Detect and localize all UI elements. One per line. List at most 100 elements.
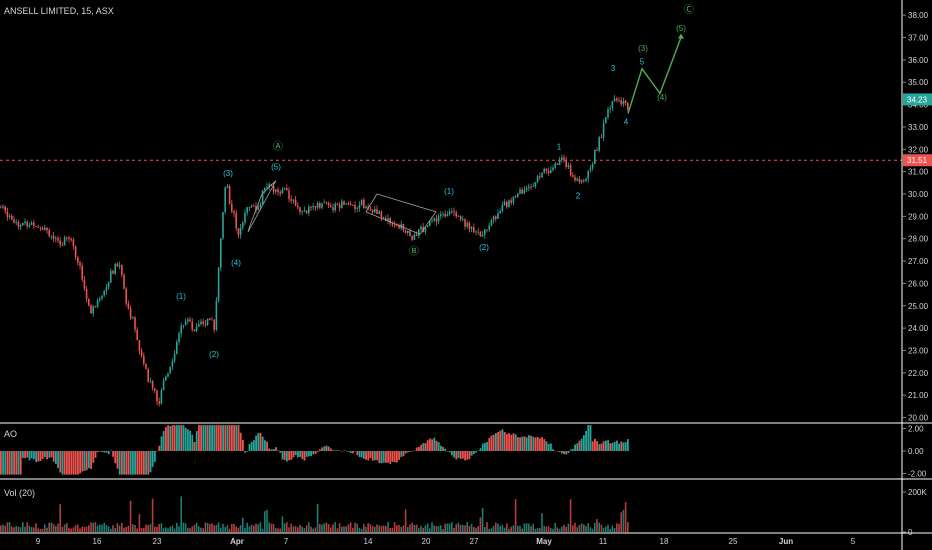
ao-bar xyxy=(367,451,370,461)
volume-bar xyxy=(393,522,396,532)
volume-bar xyxy=(607,524,609,532)
ao-bar xyxy=(440,445,442,451)
ao-bar xyxy=(44,451,46,457)
ao-bar xyxy=(231,425,233,451)
volume-bar xyxy=(376,524,378,532)
volume-bar xyxy=(378,525,380,532)
volume-bar xyxy=(534,528,537,532)
time-axis[interactable]: 9 16 23 Apr 7 14 20 27 May 11 18 25 Jun 5 xyxy=(36,537,856,546)
candle-body xyxy=(616,98,618,101)
candle-body xyxy=(257,207,259,211)
candle-body xyxy=(569,165,572,176)
candle-body xyxy=(589,168,592,171)
ao-bar xyxy=(510,434,513,451)
ao-bar xyxy=(228,425,231,451)
volume-bar xyxy=(627,522,629,532)
volume-bar xyxy=(19,527,22,532)
volume-bar xyxy=(499,526,501,532)
volume-bar xyxy=(556,527,559,532)
ao-bar xyxy=(497,431,499,451)
symbol-title: ANSELL LIMITED, 15, ASX xyxy=(4,6,114,16)
wave-label: 4 xyxy=(624,118,629,127)
ao-bar xyxy=(325,445,328,451)
volume-bar xyxy=(94,522,97,532)
ao-bar xyxy=(167,425,169,451)
candle-body xyxy=(316,203,319,208)
ao-bar xyxy=(308,451,310,457)
volume-bar xyxy=(105,525,108,532)
ao-bar xyxy=(136,451,139,475)
volume-bar xyxy=(92,522,94,532)
candle-body xyxy=(464,218,466,227)
price-axis[interactable]: 20.00 21.00 22.00 23.00 24.00 25.00 26.00 27.00… xyxy=(901,0,932,550)
candle-body xyxy=(2,206,4,208)
volume-bar xyxy=(594,522,596,532)
volume-bar xyxy=(226,525,229,532)
price-tick-label: 33.00 xyxy=(908,123,929,132)
candle-body xyxy=(226,186,229,188)
candle-body xyxy=(446,214,449,217)
volume-bar xyxy=(404,509,407,532)
candle-body xyxy=(345,203,347,205)
volume-bar xyxy=(167,528,169,532)
volume-bar xyxy=(261,528,264,532)
price-tick-label: 31.00 xyxy=(908,168,929,177)
volume-bar xyxy=(530,526,532,532)
ao-bar xyxy=(310,451,312,457)
volume-bar xyxy=(294,526,297,532)
ao-bar xyxy=(226,425,229,451)
volume-bar xyxy=(563,524,565,532)
volume-bar xyxy=(123,527,125,532)
ao-bar xyxy=(312,451,315,455)
volume-bar xyxy=(569,499,572,532)
ao-bar xyxy=(543,439,546,451)
ao-bar xyxy=(365,451,367,460)
ao-bar xyxy=(605,440,607,451)
volume-bar xyxy=(41,528,44,532)
ao-bar xyxy=(572,448,574,451)
ao-pane[interactable] xyxy=(0,425,932,480)
candle-body xyxy=(162,380,165,391)
volume-bar xyxy=(446,523,449,532)
volume-bar xyxy=(365,526,367,532)
ao-bar xyxy=(459,451,462,459)
ao-bar xyxy=(248,443,251,451)
candle-body xyxy=(455,212,457,217)
volume-bar xyxy=(61,526,64,532)
ao-bar xyxy=(352,451,354,454)
ao-bar xyxy=(468,451,471,460)
volume-bar xyxy=(310,526,312,532)
volume-bar xyxy=(558,528,561,532)
ao-bar xyxy=(63,451,66,475)
volume-bar xyxy=(336,528,339,532)
ao-bar xyxy=(96,451,99,453)
candle-body xyxy=(39,227,42,229)
volume-pane[interactable] xyxy=(0,496,932,534)
ao-bar xyxy=(235,425,238,451)
ao-bar xyxy=(422,443,425,451)
candle-body xyxy=(22,223,24,226)
volume-bar xyxy=(576,527,578,532)
volume-bar xyxy=(44,524,46,532)
ao-bar xyxy=(338,450,341,451)
ao-bar xyxy=(202,425,205,451)
volume-bar xyxy=(138,514,141,532)
volume-bar xyxy=(578,525,581,532)
candle-body xyxy=(356,208,358,210)
candle-body xyxy=(275,189,277,192)
volume-bar xyxy=(59,504,61,532)
ao-bar xyxy=(343,450,345,451)
ao-bar xyxy=(457,451,460,458)
price-pane[interactable]: Ⓐ (5) (3) (4) (1) (2) Ⓑ (1) (2) 1 2 3 4 (3) 5 (4) (5) Ⓒ xyxy=(0,4,932,424)
candle-body xyxy=(305,210,308,214)
ao-bar xyxy=(545,441,548,451)
candle-body xyxy=(418,229,420,236)
ao-bar xyxy=(435,440,438,451)
volume-bar xyxy=(325,522,328,532)
candle-body xyxy=(499,211,501,214)
ao-bar xyxy=(107,451,110,455)
candle-body xyxy=(596,149,598,151)
candle-body xyxy=(233,211,235,214)
price-tick-label: 37.00 xyxy=(908,34,929,43)
